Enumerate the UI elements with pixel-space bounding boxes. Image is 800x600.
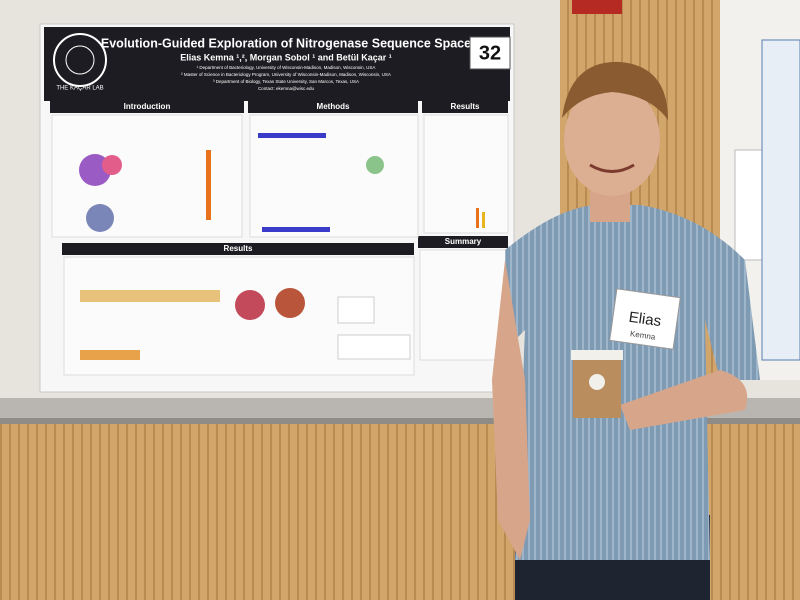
name-tag-last: Kemna — [630, 329, 657, 342]
section-header: Summary — [445, 237, 482, 246]
bar-figure — [337, 334, 411, 360]
section-header: Methods — [317, 102, 350, 111]
section-header: Results — [224, 244, 253, 253]
figure-bar — [476, 208, 479, 228]
dna-fragment — [258, 133, 326, 138]
poster: THE KAÇAR LAB Evolution-Guided Explorati… — [39, 23, 515, 393]
section-header: Results — [451, 102, 480, 111]
face — [564, 84, 660, 196]
contact: Contact: ekemna@wisc.edu — [258, 86, 315, 91]
cup-lid — [571, 350, 623, 360]
section-header-bar — [422, 101, 508, 113]
shirt — [505, 205, 760, 560]
name-tag — [609, 288, 681, 350]
hair — [562, 61, 668, 120]
summary-panel — [419, 249, 509, 361]
person: Elias Kemna — [492, 61, 760, 600]
bar-figure — [337, 296, 375, 324]
rail-shadow — [0, 418, 800, 424]
forearm — [620, 370, 748, 430]
arm — [492, 260, 530, 560]
affiliation: ² Master of Science in Bacteriology Prog… — [181, 72, 391, 77]
lab-logo-inner — [65, 45, 95, 75]
dna-fragment — [262, 227, 330, 232]
protein-figure — [86, 204, 114, 232]
figure-bar — [482, 212, 485, 228]
section-header: Introduction — [124, 102, 171, 111]
protein-figure — [102, 155, 122, 175]
section-header-bar — [248, 101, 418, 113]
results-panel — [423, 114, 509, 234]
poster-header — [44, 27, 510, 101]
smile — [589, 163, 635, 173]
affiliation: ³ Department of Biology, Texas State Uni… — [213, 79, 359, 84]
affiliation: ¹ Department of Bacteriology, University… — [197, 65, 376, 70]
fire-alarm — [572, 0, 622, 14]
section-header-bar — [50, 101, 244, 113]
name-tag-first: Elias — [628, 309, 663, 330]
figure-strip — [80, 350, 140, 360]
logo-text: THE KAÇAR LAB — [56, 86, 103, 92]
poster-authors: Elias Kemna ¹,², Morgan Sobol ¹ and Betü… — [180, 52, 392, 62]
section-header-bar — [62, 243, 414, 255]
colony-figure — [366, 156, 384, 174]
figure-strip — [80, 290, 220, 302]
color-bar — [206, 150, 211, 220]
cup-logo — [589, 374, 605, 390]
poster-number-card — [469, 36, 511, 70]
lab-logo — [53, 33, 107, 87]
protein-figure — [275, 288, 305, 318]
poster-title: Evolution-Guided Exploration of Nitrogen… — [101, 36, 471, 50]
section-header-bar — [418, 236, 508, 248]
protein-figure — [235, 290, 265, 320]
poster-number: 32 — [479, 42, 501, 64]
neighbor-poster — [761, 39, 800, 361]
